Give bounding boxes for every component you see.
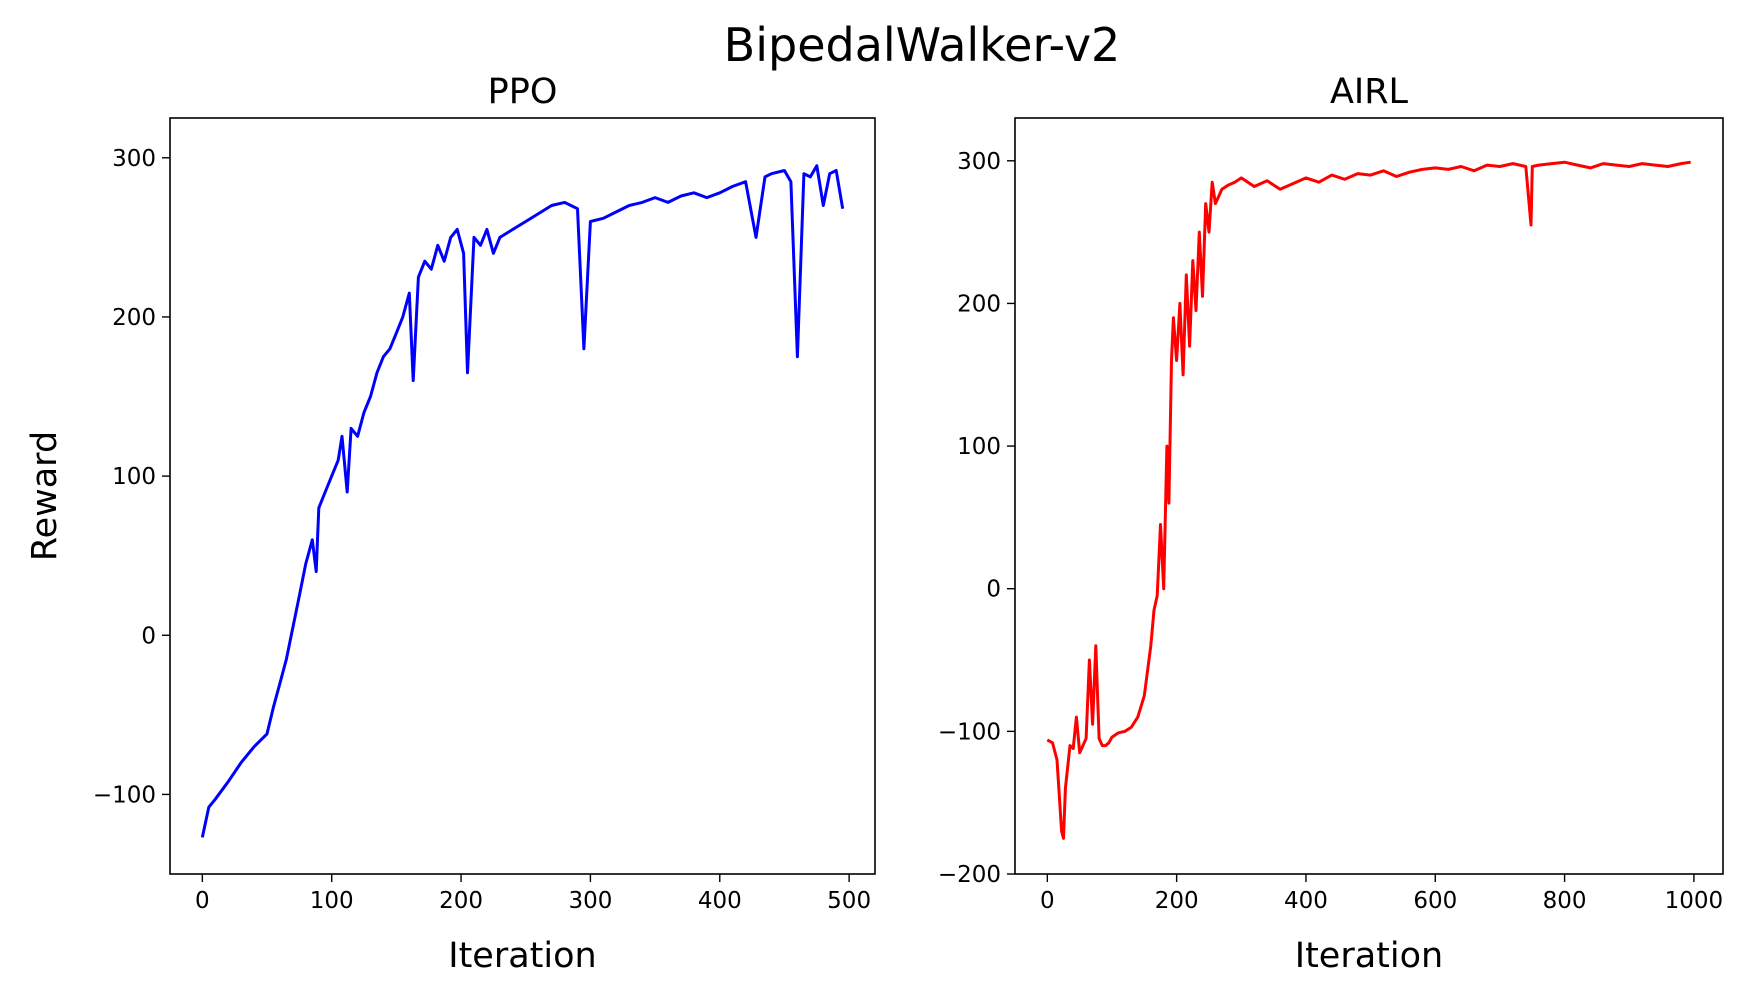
airl-x-tick-label: 200	[1155, 888, 1199, 914]
ppo-y-tick-label: −100	[93, 782, 156, 808]
ppo-y-axis-label: Reward	[25, 431, 65, 561]
ppo-plot-frame	[169, 117, 876, 875]
ppo-series-line-0	[200, 164, 845, 838]
airl-x-tick-label: 400	[1284, 888, 1328, 914]
ppo-panel: 0 100 200 300 400 500 −100 0 100 200 300 PPO Iterati…	[25, 72, 876, 976]
airl-plot-frame	[1014, 117, 1724, 875]
airl-y-tick-label: 200	[957, 291, 1001, 317]
figure-title: BipedalWalker-v2	[724, 18, 1121, 72]
airl-x-tick-label: 0	[1040, 888, 1055, 914]
airl-panel-title: AIRL	[1330, 72, 1409, 112]
airl-x-tick-label: 800	[1543, 888, 1587, 914]
airl-x-axis-label: Iteration	[1295, 936, 1443, 976]
ppo-x-tick-label: 300	[568, 888, 612, 914]
ppo-x-tick-label: 100	[310, 888, 354, 914]
ppo-y-tick-label: 300	[112, 146, 156, 172]
airl-x-tick-label: 600	[1413, 888, 1457, 914]
ppo-x-axis-label: Iteration	[448, 936, 596, 976]
airl-series-line-0	[1046, 160, 1691, 840]
airl-panel: 0 200 400 600 800 1000 −200 −100 0 100 200 300 AIRL I…	[938, 72, 1724, 976]
airl-y-tick-label: −100	[938, 719, 1001, 745]
ppo-x-tick-label: 0	[195, 888, 210, 914]
ppo-x-tick-label: 400	[698, 888, 742, 914]
airl-y-tick-label: −200	[938, 862, 1001, 888]
ppo-x-tick-label: 500	[827, 888, 871, 914]
ppo-y-tick-label: 100	[112, 464, 156, 490]
ppo-y-tick-label: 200	[112, 305, 156, 331]
airl-y-tick-label: 300	[957, 149, 1001, 175]
ppo-y-tick-label: 0	[141, 623, 156, 649]
airl-y-tick-label: 0	[986, 577, 1001, 603]
ppo-panel-title: PPO	[488, 72, 558, 112]
airl-y-tick-label: 100	[957, 434, 1001, 460]
ppo-x-tick-label: 200	[439, 888, 483, 914]
airl-x-tick-label: 1000	[1665, 888, 1724, 914]
